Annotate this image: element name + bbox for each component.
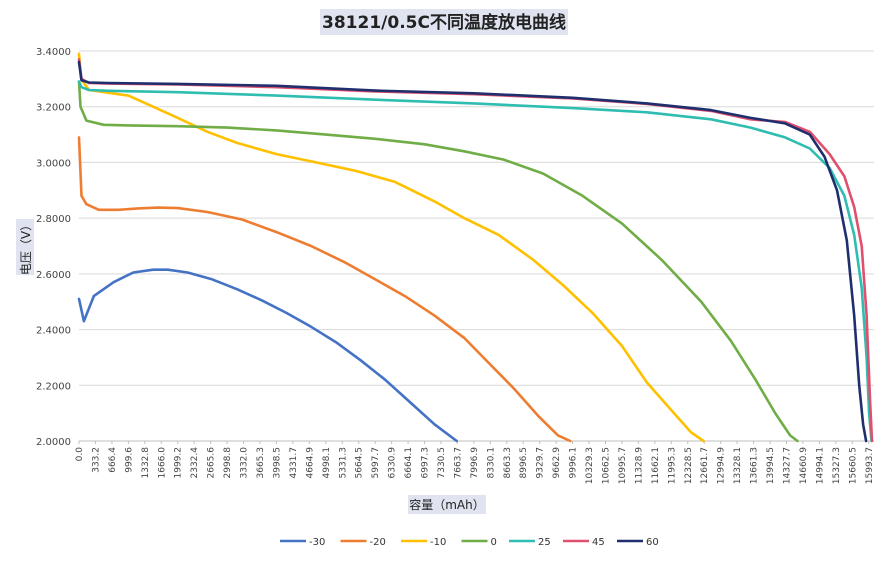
- series-line--20: [77, 136, 572, 443]
- x-tick-label: 14327.7: [782, 447, 792, 484]
- series-line-0: [77, 80, 799, 443]
- x-tick-label: 10662.5: [602, 447, 612, 484]
- x-tick-label: 666.4: [108, 447, 118, 473]
- series-line-60: [77, 60, 868, 443]
- x-tick-label: 9329.7: [536, 447, 546, 479]
- x-tick-label: 9996.1: [569, 447, 579, 479]
- x-tick-label: 7663.7: [453, 447, 463, 479]
- x-tick-label: 3665.3: [256, 447, 266, 479]
- x-tick-label: 12328.5: [684, 447, 694, 484]
- x-tick-label: 6664.1: [404, 447, 414, 479]
- legend-label-0: 0: [491, 537, 497, 548]
- x-tick-label: 3332.0: [240, 447, 250, 479]
- x-tick-label: 2665.6: [207, 447, 217, 479]
- x-tick-label: 15327.3: [832, 447, 842, 484]
- x-tick-label: 10995.7: [618, 447, 628, 484]
- x-tick-label: 1666.0: [157, 447, 167, 479]
- x-tick-label: 7330.5: [437, 447, 447, 479]
- legend-label--10: -10: [430, 537, 446, 548]
- x-tick-label: 11662.1: [651, 447, 661, 484]
- x-tick-label: 14994.1: [815, 447, 825, 484]
- x-tick-label: 15660.5: [848, 447, 858, 484]
- legend: -30 -20 -10 0 25 45 60: [280, 537, 659, 548]
- x-tick-label: 4664.9: [305, 447, 315, 479]
- x-tick-label: 3998.5: [272, 447, 282, 479]
- y-tick-label: 2.4000: [36, 326, 71, 337]
- x-tick-label: 8663.3: [503, 447, 513, 479]
- series-line-25: [77, 80, 873, 443]
- x-tick-label: 15993.7: [865, 447, 875, 484]
- y-tick-label: 3.4000: [36, 47, 71, 58]
- x-tick-label: 1999.2: [174, 447, 184, 479]
- x-tick-label: 1332.8: [141, 447, 151, 479]
- chart-title: 38121/0.5C不同温度放电曲线: [322, 12, 566, 33]
- x-tick-label: 13994.5: [766, 447, 776, 484]
- y-tick-label: 3.2000: [36, 103, 71, 114]
- x-tick-label: 5331.3: [338, 447, 348, 479]
- x-tick-label: 999.6: [124, 447, 134, 473]
- x-tick-label: 13661.3: [750, 447, 760, 484]
- x-tick-label: 11328.9: [634, 447, 644, 484]
- legend-label-60: 60: [646, 537, 659, 548]
- x-tick-label: 8996.5: [519, 447, 529, 479]
- x-tick-label: 333.2: [91, 447, 101, 473]
- y-axis-title-background: [16, 219, 34, 275]
- x-tick-label: 12994.9: [717, 447, 727, 484]
- legend-label-45: 45: [592, 537, 605, 548]
- x-tick-label: 7996.9: [470, 447, 480, 479]
- x-axis-ticks: 0.0 333.2 666.4 999.6 1332.8 1666.0 1999.2 2332…: [75, 441, 875, 484]
- y-tick-label: 2.8000: [36, 214, 71, 225]
- x-tick-label: 11995.3: [667, 447, 677, 484]
- x-tick-label: 4331.7: [289, 447, 299, 479]
- x-tick-label: 14660.9: [799, 447, 809, 484]
- y-axis-title: 电压（V）: [19, 219, 33, 275]
- y-tick-label: 2.6000: [36, 270, 71, 281]
- series-lines: [77, 52, 874, 443]
- y-tick-label: 2.2000: [36, 381, 71, 392]
- x-tick-label: 5997.7: [371, 447, 381, 479]
- x-tick-label: 2332.4: [190, 447, 200, 479]
- legend-label-25: 25: [538, 537, 551, 548]
- y-tick-label: 2.0000: [36, 437, 71, 448]
- x-tick-label: 6330.9: [388, 447, 398, 479]
- x-tick-label: 8330.1: [486, 447, 496, 479]
- x-tick-label: 6997.3: [421, 447, 431, 479]
- x-axis-title: 容量（mAh）: [409, 497, 485, 512]
- x-tick-label: 12661.7: [700, 447, 710, 484]
- y-axis-title-group: 电压（V）: [16, 219, 34, 275]
- x-tick-label: 0.0: [75, 447, 85, 462]
- x-axis-title-background: [408, 495, 486, 514]
- gridlines: [79, 50, 874, 386]
- x-tick-label: 5664.5: [355, 447, 365, 479]
- x-tick-label: 10329.3: [585, 447, 595, 484]
- series-line--30: [77, 268, 459, 443]
- chart-title-background: [320, 9, 568, 35]
- series-line--10: [77, 52, 705, 443]
- y-axis-ticks: 2.0000 2.2000 2.4000 2.6000 2.8000 3.0000 3.20…: [36, 47, 71, 448]
- x-tick-label: 13328.1: [733, 447, 743, 484]
- y-tick-label: 3.0000: [36, 158, 71, 169]
- x-tick-label: 2998.8: [223, 447, 233, 479]
- x-tick-label: 4998.1: [322, 447, 332, 479]
- legend-label--30: -30: [309, 537, 325, 548]
- x-tick-label: 9662.9: [552, 447, 562, 479]
- legend-label--20: -20: [370, 537, 386, 548]
